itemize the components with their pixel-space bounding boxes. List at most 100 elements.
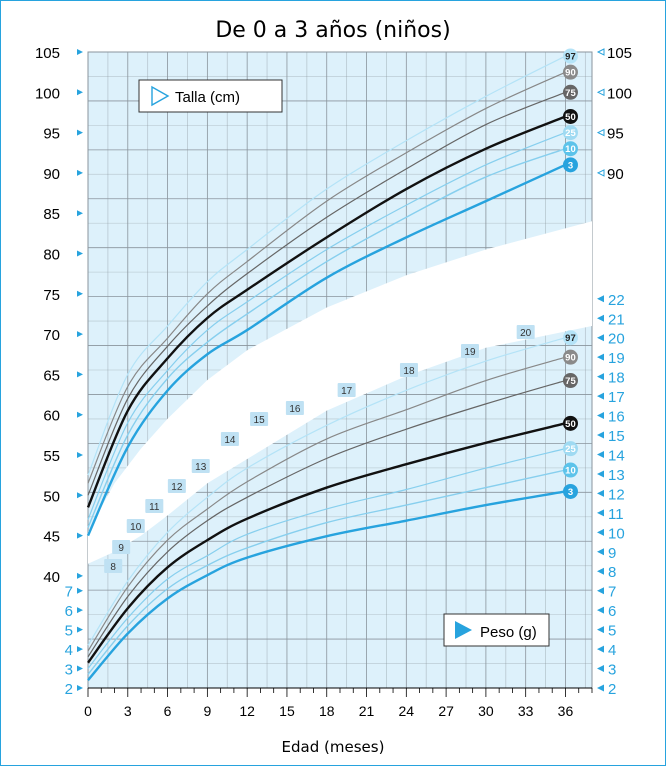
x-tick-label-21: 21	[359, 703, 375, 719]
talla-badge-label-p75: 75	[565, 88, 576, 99]
x-tick-label-33: 33	[518, 703, 534, 719]
peso-tick-left-5: 5	[65, 623, 73, 640]
peso-tick-marker	[77, 607, 83, 614]
talla-badge-p10	[562, 141, 578, 157]
peso-tick-marker	[77, 685, 83, 691]
peso-tick-right-marker	[597, 626, 604, 634]
weight-guide-label-12: 12	[171, 482, 183, 493]
peso-tick-right-13: 13	[608, 467, 625, 484]
peso-tick-right-6: 6	[608, 603, 616, 620]
weight-guide-label-15: 15	[254, 415, 266, 426]
peso-badge-p97	[562, 330, 578, 346]
peso-tick-right-marker	[597, 606, 604, 614]
talla-tick-marker	[77, 89, 83, 96]
talla-badge-label-p50: 50	[565, 112, 576, 123]
peso-badge-label-p90: 90	[565, 353, 576, 364]
peso-tick-right-marker	[597, 548, 604, 556]
talla-badge-label-p25: 25	[565, 128, 576, 139]
peso-tick-marker	[77, 646, 83, 653]
peso-badge-p50	[562, 415, 578, 431]
talla-tick-left-65: 65	[43, 367, 60, 384]
peso-series-p25	[87, 448, 566, 669]
x-tick-label-30: 30	[478, 703, 494, 719]
talla-badge-p50	[562, 108, 578, 124]
weight-guide-box-12	[167, 479, 186, 493]
weight-guide-box-10	[126, 519, 145, 533]
peso-badge-p10	[562, 462, 578, 478]
weight-guide-box-20	[516, 325, 535, 339]
x-tick-label-27: 27	[438, 703, 454, 719]
peso-tick-right-2: 2	[608, 681, 616, 698]
talla-legend-label: Talla (cm)	[175, 89, 240, 106]
weight-guide-label-19: 19	[464, 347, 476, 358]
talla-series-p3	[86, 163, 566, 537]
talla-tick-left-45: 45	[43, 529, 60, 546]
talla-tick-left-105: 105	[35, 45, 60, 62]
weight-guide-label-18: 18	[403, 366, 415, 377]
peso-badge-p75	[562, 373, 578, 389]
talla-tick-right-100: 100	[607, 85, 632, 102]
talla-tick-right-marker	[596, 88, 605, 97]
peso-tick-right-18: 18	[608, 370, 625, 387]
weight-guide-box-16	[285, 401, 304, 415]
talla-series-p50	[86, 115, 566, 508]
peso-tick-marker	[77, 626, 83, 633]
weight-guide-box-9	[112, 540, 131, 554]
peso-tick-right-marker	[597, 645, 604, 653]
talla-tick-right-90: 90	[607, 166, 624, 183]
peso-tick-right-22: 22	[608, 292, 625, 309]
weight-guide-box-19	[460, 344, 479, 358]
x-tick-label-36: 36	[558, 703, 574, 719]
talla-badge-p97	[562, 48, 578, 64]
peso-tick-left-7: 7	[65, 584, 73, 601]
peso-badge-label-p10: 10	[565, 466, 576, 477]
talla-tick-marker	[77, 452, 83, 458]
talla-tick-right-marker	[596, 48, 605, 56]
peso-tick-left-2: 2	[65, 681, 73, 698]
peso-tick-right-5: 5	[608, 623, 616, 640]
peso-tick-right-marker	[597, 450, 604, 458]
peso-tick-right-10: 10	[608, 525, 625, 542]
x-tick-label-0: 0	[84, 703, 92, 719]
peso-tick-right-marker	[597, 489, 604, 497]
peso-badge-label-p50: 50	[565, 419, 576, 430]
x-tick-label-12: 12	[239, 703, 255, 719]
weight-guide-box-15	[250, 412, 269, 426]
weight-guide-box-14	[220, 432, 239, 446]
peso-series-p75	[87, 379, 566, 658]
talla-tick-marker	[77, 129, 83, 136]
peso-tick-right-marker	[597, 412, 604, 420]
chart-title: De 0 a 3 años (niños)	[215, 18, 451, 43]
peso-tick-right-3: 3	[608, 662, 616, 679]
weight-guide-label-11: 11	[149, 502, 160, 513]
peso-series-p10	[87, 469, 566, 675]
weight-guide-label-13: 13	[195, 462, 207, 473]
talla-tick-marker	[77, 49, 83, 55]
peso-tick-right-marker	[597, 528, 604, 536]
talla-tick-left-40: 40	[43, 569, 60, 586]
talla-tick-left-90: 90	[43, 166, 60, 183]
talla-tick-marker	[77, 169, 83, 176]
talla-badge-p3	[562, 157, 578, 173]
peso-tick-right-marker	[597, 684, 604, 692]
peso-tick-right-12: 12	[608, 486, 625, 503]
talla-tick-right-marker	[596, 128, 605, 137]
weight-guide-label-16: 16	[289, 404, 301, 415]
talla-tick-left-55: 55	[43, 448, 60, 465]
peso-tick-right-7: 7	[608, 584, 616, 601]
peso-tick-right-9: 9	[608, 545, 616, 562]
talla-series-p25	[87, 132, 566, 520]
peso-tick-right-marker	[597, 295, 604, 303]
weight-guide-label-10: 10	[130, 522, 142, 533]
talla-tick-left-50: 50	[43, 488, 60, 505]
weight-guide-box-11	[145, 499, 164, 513]
x-tick-label-6: 6	[164, 703, 172, 719]
peso-tick-right-marker	[597, 587, 604, 595]
talla-tick-left-60: 60	[43, 408, 60, 425]
weight-guide-box-13	[191, 459, 210, 473]
peso-legend-icon	[455, 621, 472, 639]
talla-tick-marker	[77, 250, 83, 257]
talla-badge-p75	[562, 84, 578, 100]
talla-tick-marker	[77, 411, 83, 418]
